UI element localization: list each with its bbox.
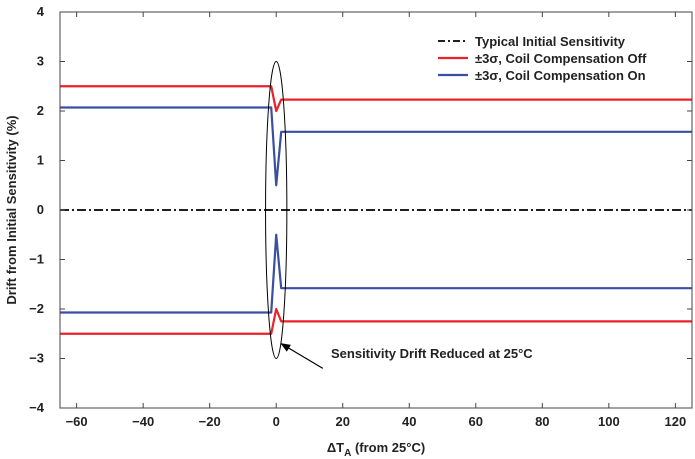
series-line-3 [60,106,692,187]
legend: Typical Initial Sensitivity ±3σ, Coil Com… [438,34,647,83]
x-tick-label: 100 [598,414,620,429]
annotation: Sensitivity Drift Reduced at 25°C [265,61,533,369]
series-line-1 [60,85,692,113]
x-tick-label: 60 [469,414,483,429]
svg-text:ΔTA (from 25°C): ΔTA (from 25°C) [327,440,425,459]
x-axis-title: ΔTA (from 25°C) [327,440,425,459]
legend-label-1: ±3σ, Coil Compensation Off [475,51,647,66]
y-tick-label: 1 [37,153,44,168]
x-tick-label: 20 [336,414,350,429]
legend-label-2: ±3σ, Coil Compensation On [475,68,646,83]
y-tick-label: −3 [29,351,44,366]
x-axis-title-sub: A [344,448,351,459]
y-tick-label: −4 [29,400,45,415]
x-tick-label: 120 [665,414,687,429]
annotation-ellipse [265,61,288,359]
plot-series [60,85,692,335]
y-tick-label: 3 [37,54,44,69]
y-tick-label: −1 [29,252,44,267]
y-tick-label: 2 [37,103,44,118]
x-tick-label: −20 [199,414,221,429]
series-line-4 [60,233,692,314]
x-tick-label: −60 [66,414,88,429]
x-axis-title-rest: (from 25°C) [351,440,425,455]
x-tick-label: 0 [273,414,280,429]
series-line-2 [60,307,692,335]
x-tick-label: 80 [535,414,549,429]
legend-label-0: Typical Initial Sensitivity [475,34,626,49]
y-tick-label: 4 [37,4,45,19]
annotation-text: Sensitivity Drift Reduced at 25°C [331,346,533,361]
y-axis-title: Drift from Initial Sensitivity (%) [4,115,19,304]
y-tick-label: 0 [37,202,44,217]
x-tick-label: −40 [132,414,154,429]
y-tick-label: −2 [29,301,44,316]
x-axis-title-main: ΔT [327,440,344,455]
x-tick-label: 40 [402,414,416,429]
annotation-arrow [280,343,324,369]
axis-ticks: −60 −40 −20 0 20 40 60 80 100 120 −4 −3 −2 −1 0 1 2 3 4 [29,4,692,429]
